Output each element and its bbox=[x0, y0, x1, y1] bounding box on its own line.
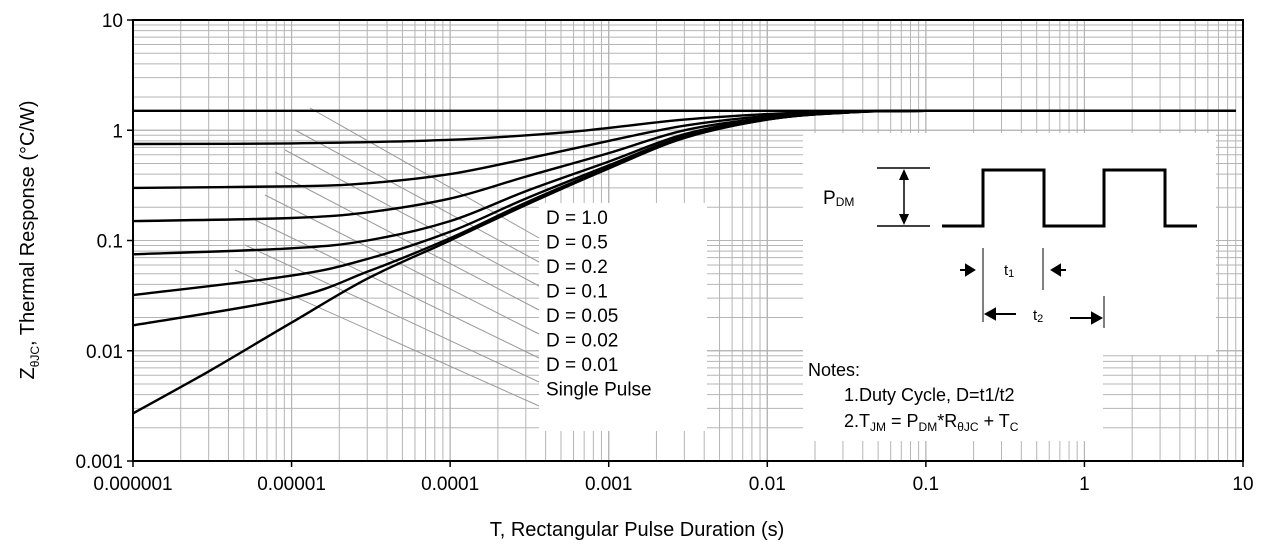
legend-entry: D = 0.05 bbox=[546, 306, 618, 327]
t1-label: t1 bbox=[1004, 262, 1014, 280]
notes-subscript: C bbox=[1010, 420, 1019, 434]
x-tick-label: 0.000001 bbox=[93, 474, 172, 495]
x-tick-label: 1 bbox=[1079, 474, 1090, 495]
pdm-arrow-up bbox=[899, 169, 909, 180]
notes-line-2: 2.TJM = PDM*RθJC + TC bbox=[844, 411, 1019, 434]
t1-label-main: t bbox=[1004, 262, 1009, 279]
y-axis-title-main: Z bbox=[17, 367, 39, 379]
legend-leader-line bbox=[254, 219, 540, 359]
notes-subscript: θJC bbox=[957, 420, 979, 434]
t2-arrow-left bbox=[983, 307, 1016, 321]
y-tick-label: 0.01 bbox=[86, 342, 123, 363]
t2-label-main: t bbox=[1033, 307, 1038, 324]
y-tick-label: 0.001 bbox=[75, 452, 123, 473]
legend-leader-line bbox=[274, 171, 540, 311]
y-tick-label: 1 bbox=[112, 121, 123, 142]
legend-leader-line bbox=[244, 244, 540, 383]
legend-leader-line bbox=[284, 149, 540, 287]
legend-box bbox=[539, 203, 707, 431]
pulse-diagram: PDM t1 t2 bbox=[823, 167, 1197, 328]
legend-entry: Single Pulse bbox=[546, 380, 652, 401]
x-axis-title: T, Rectangular Pulse Duration (s) bbox=[490, 519, 785, 541]
legend-leader-lines bbox=[234, 107, 540, 407]
legend-entry: D = 0.01 bbox=[546, 355, 618, 376]
t1-arrow-left bbox=[960, 263, 976, 277]
x-tick-label: 10 bbox=[1232, 474, 1253, 495]
legend-leader-line bbox=[294, 129, 540, 263]
notes-heading: Notes: bbox=[808, 360, 860, 380]
x-tick-label: 0.01 bbox=[749, 474, 786, 495]
inset-box bbox=[803, 133, 1216, 355]
notes-text: + T bbox=[979, 411, 1010, 431]
t1-label-sub: 1 bbox=[1008, 268, 1014, 280]
y-axis-title-subscript: θJC bbox=[28, 346, 42, 368]
t2-arrow-right bbox=[1070, 311, 1104, 325]
notes-text: *R bbox=[937, 411, 957, 431]
pdm-label-sub: DM bbox=[836, 195, 855, 209]
notes-text: = P bbox=[886, 411, 919, 431]
legend-entry: D = 0.02 bbox=[546, 331, 618, 352]
t2-label-sub: 2 bbox=[1037, 313, 1043, 325]
legend-leader-line bbox=[234, 269, 540, 407]
notes-line-1: 1.Duty Cycle, D=t1/t2 bbox=[844, 385, 1015, 405]
y-axis-title: ZθJC, Thermal Response (°C/W) bbox=[17, 100, 42, 379]
pdm-arrow-down bbox=[899, 214, 909, 225]
x-tick-label: 0.00001 bbox=[257, 474, 326, 495]
legend-entry: D = 0.5 bbox=[546, 233, 608, 254]
t2-label: t2 bbox=[1033, 307, 1043, 325]
y-tick-label: 0.1 bbox=[97, 232, 123, 253]
notes-box bbox=[803, 355, 1103, 441]
legend-entry: D = 0.1 bbox=[546, 282, 608, 303]
legend-entry: D = 0.2 bbox=[546, 257, 608, 278]
notes-subscript: JM bbox=[870, 420, 886, 434]
series-line bbox=[132, 109, 1236, 415]
legend-entry: D = 1.0 bbox=[546, 208, 608, 229]
legend: D = 1.0 D = 0.5 D = 0.2 D = 0.1 D = 0.05 D = … bbox=[546, 208, 652, 401]
pdm-label: PDM bbox=[823, 188, 854, 209]
x-tick-label: 0.001 bbox=[585, 474, 633, 495]
notes-text: 2.T bbox=[844, 411, 870, 431]
notes-subscript: DM bbox=[919, 420, 938, 434]
pulse-waveform bbox=[942, 168, 1197, 228]
y-axis-title-rest: , Thermal Response (°C/W) bbox=[17, 100, 39, 345]
x-tick-label: 0.0001 bbox=[421, 474, 479, 495]
y-tick-label: 10 bbox=[102, 11, 123, 32]
x-tick-label: 0.1 bbox=[913, 474, 939, 495]
series-group bbox=[132, 109, 1236, 415]
t1-arrow-right bbox=[1050, 263, 1066, 277]
axis-ticks: 0.000001 0.00001 0.0001 0.001 0.01 0.1 1 10 0.00… bbox=[75, 11, 1253, 495]
pdm-label-main: P bbox=[823, 188, 836, 209]
